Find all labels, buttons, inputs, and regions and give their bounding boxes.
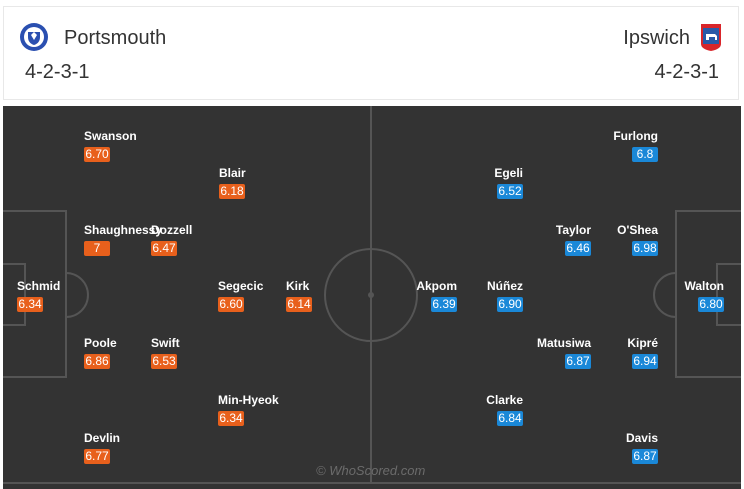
match-header: Portsmouth 4-2-3-1 Ipswich 4-2-3-1 bbox=[3, 6, 739, 100]
rating-badge: 6.94 bbox=[632, 354, 658, 369]
player-davis[interactable]: Davis 6.87 bbox=[626, 430, 658, 464]
rating-badge: 6.90 bbox=[497, 297, 523, 312]
player-name: Matusiwa bbox=[536, 336, 591, 350]
rating-badge: 6.53 bbox=[151, 354, 177, 369]
player-name: Taylor bbox=[555, 223, 591, 237]
away-team-name[interactable]: Ipswich bbox=[623, 27, 690, 49]
player-taylor[interactable]: Taylor 6.46 bbox=[556, 222, 591, 256]
player-egeli[interactable]: Egeli 6.52 bbox=[494, 165, 523, 199]
rating-badge: 6.14 bbox=[286, 297, 312, 312]
player-name: Davis bbox=[625, 431, 658, 445]
player-kirk[interactable]: Kirk 6.14 bbox=[286, 278, 312, 312]
rating-badge: 6.80 bbox=[698, 297, 724, 312]
player-swanson[interactable]: Swanson 6.70 bbox=[84, 128, 137, 162]
rating-badge: 6.87 bbox=[632, 449, 658, 464]
rating-badge: 6.70 bbox=[84, 147, 110, 162]
away-formation: 4-2-3-1 bbox=[654, 61, 719, 83]
player-name: Swanson bbox=[84, 129, 137, 143]
ipswich-crest-icon bbox=[701, 24, 721, 51]
player-walton[interactable]: Walton 6.80 bbox=[684, 278, 724, 312]
player-name: Núñez bbox=[487, 279, 523, 293]
player-name: Akpom bbox=[416, 279, 457, 293]
player-dozzell[interactable]: Dozzell 6.47 bbox=[151, 222, 192, 256]
home-team-name[interactable]: Portsmouth bbox=[64, 27, 167, 49]
player-kipre[interactable]: Kipré 6.94 bbox=[627, 335, 658, 369]
player-poole[interactable]: Poole 6.86 bbox=[84, 335, 117, 369]
player-matusiwa[interactable]: Matusiwa 6.87 bbox=[537, 335, 591, 369]
player-name: Poole bbox=[84, 336, 117, 350]
player-name: Clarke bbox=[486, 393, 523, 407]
player-name: O'Shea bbox=[617, 223, 658, 237]
player-min-hyeok[interactable]: Min-Hyeok 6.34 bbox=[218, 392, 279, 426]
rating-badge: 7 bbox=[84, 241, 110, 256]
player-schmid[interactable]: Schmid 6.34 bbox=[17, 278, 60, 312]
rating-badge: 6.47 bbox=[151, 241, 177, 256]
player-name: Dozzell bbox=[151, 223, 193, 237]
rating-badge: 6.46 bbox=[565, 241, 591, 256]
player-name: Walton bbox=[684, 279, 724, 293]
player-name: Egeli bbox=[494, 166, 523, 180]
rating-badge: 6.39 bbox=[431, 297, 457, 312]
player-name: Kipré bbox=[627, 336, 658, 350]
rating-badge: 6.8 bbox=[632, 147, 658, 162]
player-name: Schmid bbox=[17, 279, 61, 293]
player-name: Furlong bbox=[613, 129, 658, 143]
player-devlin[interactable]: Devlin 6.77 bbox=[84, 430, 120, 464]
rating-badge: 6.87 bbox=[565, 354, 591, 369]
player-name: Shaughnessy bbox=[84, 223, 163, 237]
player-blair[interactable]: Blair 6.18 bbox=[219, 165, 246, 199]
watermark: © WhoScored.com bbox=[316, 463, 426, 478]
player-name: Kirk bbox=[286, 279, 310, 293]
player-name: Segecic bbox=[218, 279, 264, 293]
player-furlong[interactable]: Furlong 6.8 bbox=[613, 128, 658, 162]
rating-badge: 6.18 bbox=[219, 184, 245, 199]
player-shaughnessy[interactable]: Shaughnessy 7 bbox=[84, 222, 162, 256]
player-oshea[interactable]: O'Shea 6.98 bbox=[617, 222, 658, 256]
player-clarke[interactable]: Clarke 6.84 bbox=[486, 392, 523, 426]
player-name: Swift bbox=[151, 336, 180, 350]
player-name: Blair bbox=[219, 166, 246, 180]
rating-badge: 6.86 bbox=[84, 354, 110, 369]
pitch: Swanson 6.70 Blair 6.18 Shaughnessy 7 Dozze… bbox=[3, 106, 741, 489]
player-name: Min-Hyeok bbox=[218, 393, 279, 407]
rating-badge: 6.98 bbox=[632, 241, 658, 256]
player-swift[interactable]: Swift 6.53 bbox=[151, 335, 180, 369]
player-akpom[interactable]: Akpom 6.39 bbox=[416, 278, 457, 312]
pitch-markings bbox=[3, 106, 741, 484]
player-name: Devlin bbox=[84, 431, 121, 445]
rating-badge: 6.60 bbox=[218, 297, 244, 312]
player-nunez[interactable]: Núñez 6.90 bbox=[487, 278, 523, 312]
home-formation: 4-2-3-1 bbox=[25, 61, 90, 83]
rating-badge: 6.77 bbox=[84, 449, 110, 464]
rating-badge: 6.84 bbox=[497, 411, 523, 426]
rating-badge: 6.52 bbox=[497, 184, 523, 199]
portsmouth-crest-icon bbox=[20, 23, 48, 51]
rating-badge: 6.34 bbox=[17, 297, 43, 312]
player-segecic[interactable]: Segecic 6.60 bbox=[218, 278, 263, 312]
rating-badge: 6.34 bbox=[218, 411, 244, 426]
